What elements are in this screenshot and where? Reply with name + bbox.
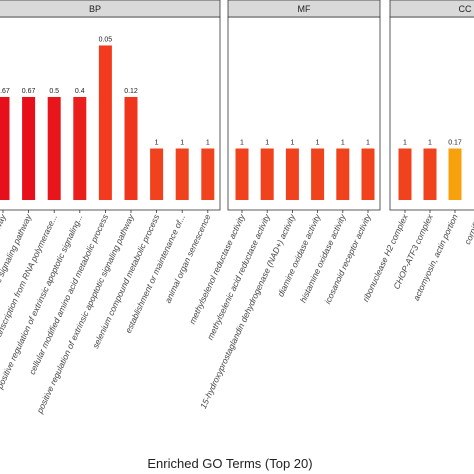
bar-label: 1 <box>341 139 345 146</box>
bar-label: 0.4 <box>75 88 85 95</box>
x-tick-label: actomyosin, actin portion <box>411 212 460 302</box>
x-tick-label: 15-hydroxyprostaglandin dehydrogenase (N… <box>198 212 298 410</box>
bar-label: 1 <box>316 139 320 146</box>
panel-background <box>227 16 381 211</box>
bar-label: 0.67 <box>22 88 36 95</box>
facet-strip <box>389 0 474 18</box>
x-tick-label: s pathway <box>0 212 8 252</box>
bar <box>47 96 61 200</box>
facet-label: CC <box>459 4 472 14</box>
bar-label: 0.67 <box>0 88 10 95</box>
x-tick-label: histamine oxidase activity <box>298 212 348 304</box>
facet-strip <box>227 0 381 18</box>
bar <box>235 148 249 200</box>
bar <box>73 96 87 200</box>
bar <box>398 148 412 200</box>
x-tick-label: positive regulation of extrinsic apoptot… <box>34 212 136 416</box>
bar <box>448 148 462 200</box>
bar <box>423 148 437 200</box>
bar-label: 0.12 <box>124 88 138 95</box>
bar <box>285 148 299 200</box>
bar-label: 0.05 <box>99 36 113 43</box>
bar <box>150 148 164 200</box>
bar <box>22 96 36 200</box>
bar <box>201 148 215 200</box>
bar <box>336 148 350 200</box>
x-tick-label: cornified <box>462 212 474 246</box>
bar-label: 1 <box>155 139 159 146</box>
facet-label: MF <box>298 4 311 14</box>
x-axis-title: Enriched GO Terms (Top 20) <box>147 456 312 471</box>
bar <box>98 45 112 200</box>
bar <box>311 148 325 200</box>
bar <box>0 96 10 200</box>
bar-label: 1 <box>366 139 370 146</box>
bar <box>124 96 138 200</box>
bar-label: 1 <box>290 139 294 146</box>
facet-strip <box>0 0 221 18</box>
bar-label: 0.5 <box>49 88 59 95</box>
bar-label: 1 <box>240 139 244 146</box>
bar-label: 0.17 <box>448 139 462 146</box>
bar <box>260 148 274 200</box>
bar-label: 1 <box>206 139 210 146</box>
bar <box>175 148 189 200</box>
bar-label: 1 <box>265 139 269 146</box>
bar-label: 1 <box>403 139 407 146</box>
bar-label: 1 <box>428 139 432 146</box>
bar <box>361 148 375 200</box>
facet-label: BP <box>89 4 101 14</box>
bar-label: 1 <box>180 139 184 146</box>
